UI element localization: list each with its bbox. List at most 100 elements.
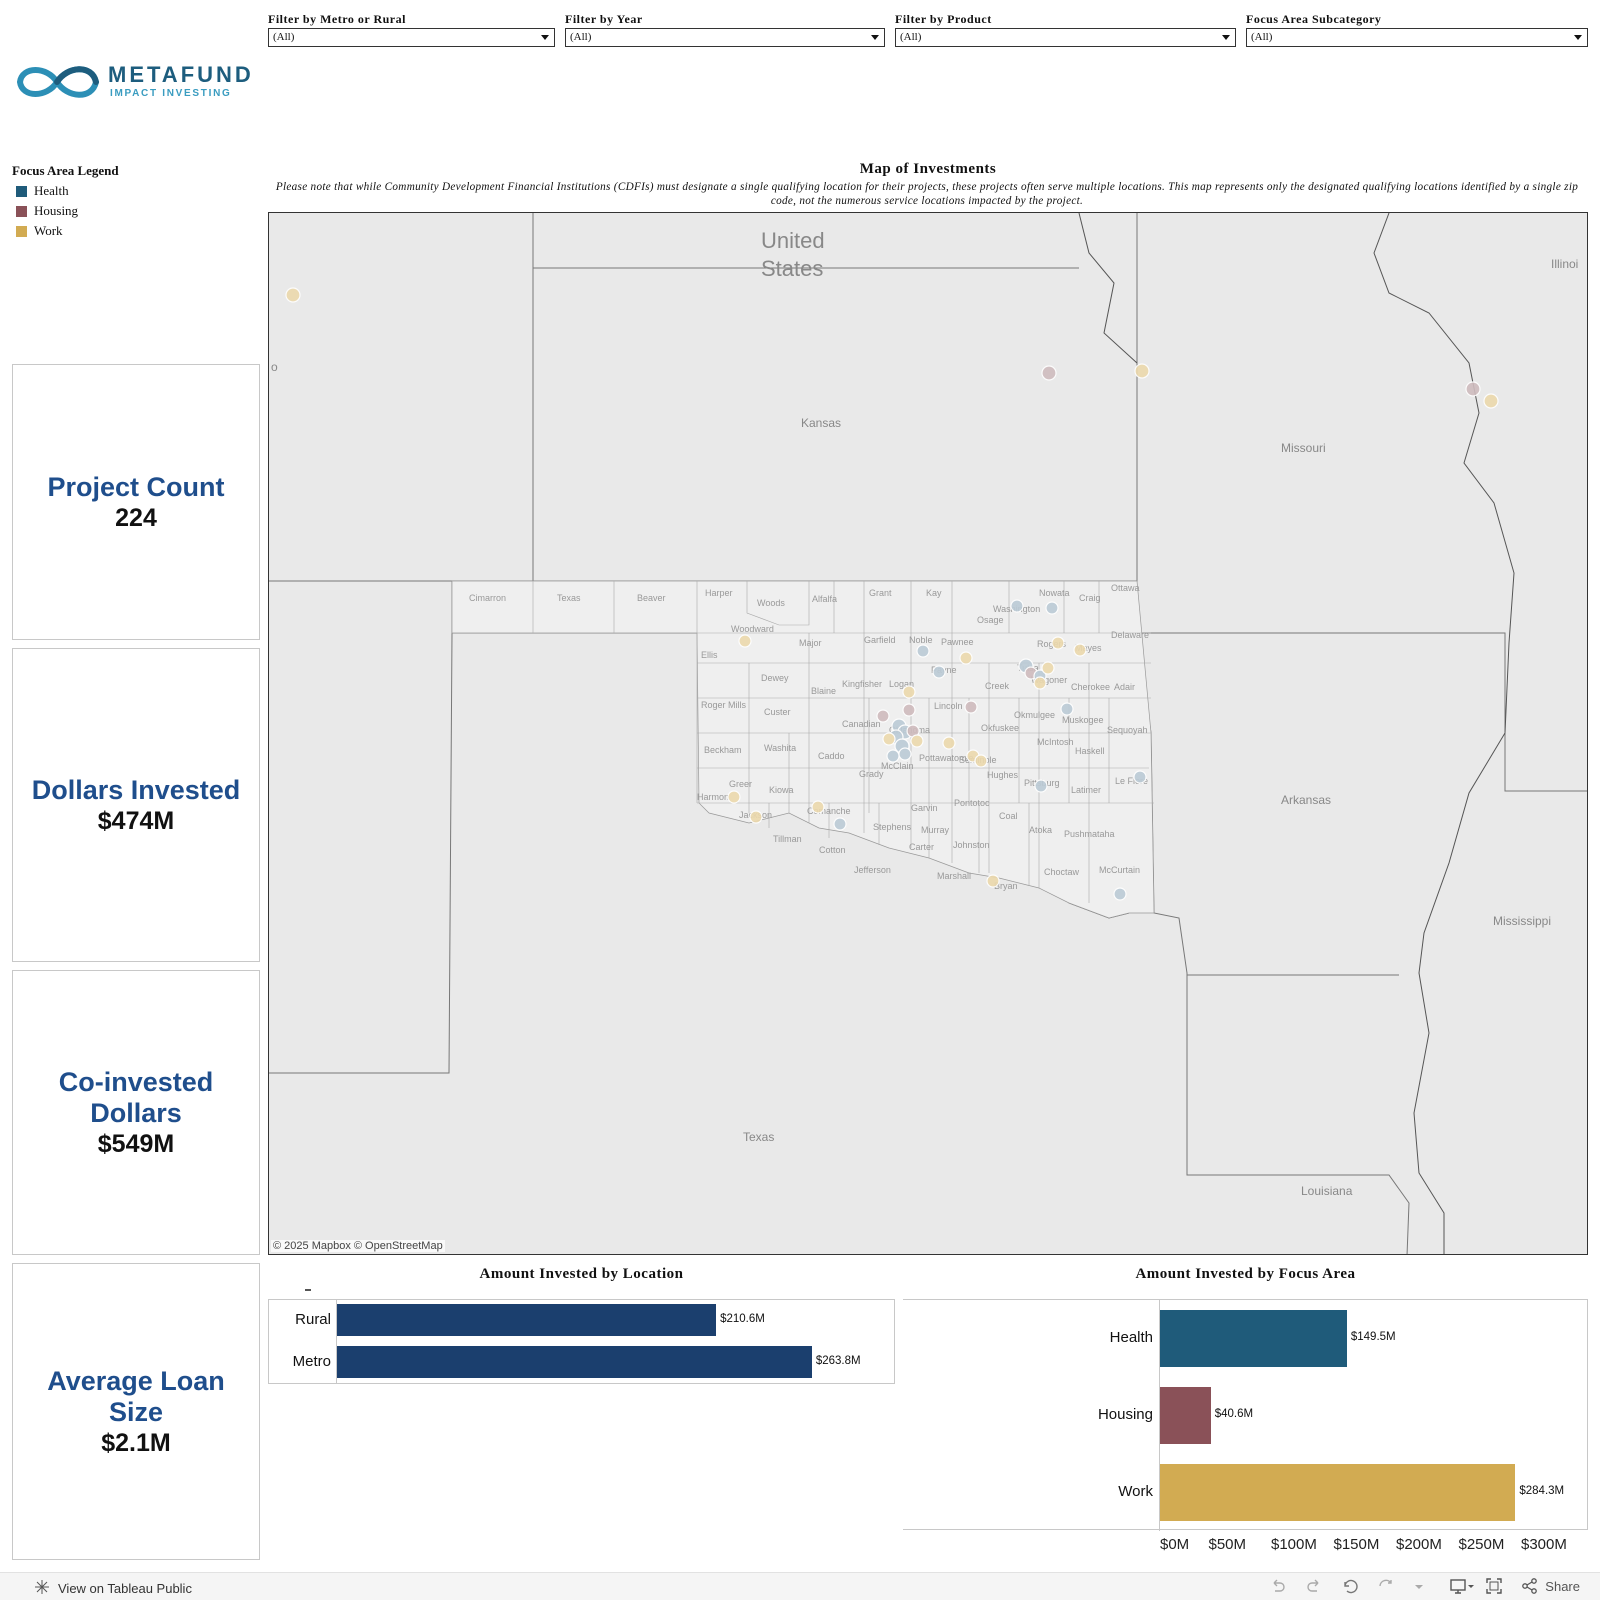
map-point-work[interactable] [727,790,741,804]
map-point-health[interactable] [1045,601,1059,615]
tableau-footer: View on Tableau Public Share [0,1572,1600,1600]
map-point-health[interactable] [833,817,847,831]
map-point-work[interactable] [1051,636,1065,650]
legend-title: Focus Area Legend [12,163,119,178]
pause-dropdown-icon[interactable] [1413,1577,1431,1595]
state-label-mississippi: Mississippi [1493,914,1551,928]
edge-label: o [271,360,278,374]
caret-down-icon [1222,35,1230,40]
county-label: Le Flore [1115,776,1148,786]
location-bar-chart: Rural $210.6M Metro $263.8M [268,1299,895,1384]
map-point-work[interactable] [1041,661,1055,675]
investment-map[interactable]: Cimarron Texas Beaver Harper Woods Alfal… [268,212,1588,1255]
logo-tagline: IMPACT INVESTING [110,88,232,99]
map-point-housing[interactable] [876,709,890,723]
map-point-housing[interactable] [964,700,978,714]
map-point-health[interactable] [898,747,912,761]
map-point-work[interactable] [882,732,896,746]
map-note: Please note that while Community Develop… [275,181,1579,207]
sort-icon[interactable] [305,1289,311,1291]
state-label-illinois: Illinoi [1551,257,1578,271]
map-point-work[interactable] [959,651,973,665]
country-label: States [761,256,823,281]
bar-health[interactable] [1160,1310,1347,1367]
bar-rural[interactable] [337,1304,717,1336]
focus-area-bar-chart: Health $149.5M Housing $40.6M Work $284.3M $0M… [903,1299,1588,1553]
map-point-health[interactable] [1034,779,1048,793]
kpi-title: Project Count [47,471,225,502]
county-label: Bryan [994,881,1018,891]
dropdown-value: (All) [273,31,295,43]
map-attribution[interactable]: © 2025 Mapbox © OpenStreetMap [271,1240,445,1252]
legend-label: Housing [34,203,79,218]
kpi-title: Average Loan Size [47,1365,225,1427]
map-point-health[interactable] [1010,599,1024,613]
map-point-work[interactable] [942,736,956,750]
county-label: Cotton [819,845,846,855]
map-point-work[interactable] [1033,676,1047,690]
map-point-health[interactable] [886,749,900,763]
fullscreen-icon[interactable] [1485,1577,1503,1595]
bar-work[interactable] [1160,1464,1516,1521]
undo-icon[interactable] [1269,1577,1287,1595]
kpi-dollars-invested: Dollars Invested $474M [12,648,260,962]
kpi-value: 224 [115,503,157,532]
x-axis-tick-label: $250M [1458,1536,1505,1553]
revert-icon[interactable] [1341,1577,1359,1595]
map-point-work[interactable] [1483,393,1499,409]
product-dropdown[interactable]: (All) [895,28,1236,47]
county-label: Kiowa [769,785,794,795]
county-label: Custer [764,707,791,717]
share-button[interactable]: Share [1521,1577,1580,1595]
map-point-work[interactable] [1134,363,1150,379]
metro-rural-dropdown[interactable]: (All) [268,28,555,47]
map-point-work[interactable] [811,800,825,814]
map-point-work[interactable] [285,287,301,303]
map-point-work[interactable] [738,634,752,648]
map-point-work[interactable] [910,734,924,748]
county-labels: Cimarron Texas Beaver Harper Woods Alfal… [469,583,1149,891]
bar-housing[interactable] [1160,1387,1211,1444]
county-label: Harmon [697,792,729,802]
county-label: Osage [977,615,1004,625]
map-point-health[interactable] [1133,770,1147,784]
view-on-tableau-link[interactable]: View on Tableau Public [34,1579,192,1597]
filter-label: Filter by Product [895,12,992,26]
refresh-icon[interactable] [1377,1577,1395,1595]
legend-item-health[interactable]: Health [12,181,119,201]
map-point-work[interactable] [1073,643,1087,657]
bar-metro[interactable] [337,1346,812,1378]
map-point-housing[interactable] [902,703,916,717]
legend-item-housing[interactable]: Housing [12,201,119,221]
map-point-work[interactable] [986,874,1000,888]
county-label: Garvin [911,803,938,813]
county-label: McIntosh [1037,737,1074,747]
kpi-coinvested-dollars: Co-invested Dollars $549M [12,970,260,1255]
map-point-work[interactable] [749,810,763,824]
infinity-logo-icon [16,66,100,98]
legend-item-work[interactable]: Work [12,221,119,241]
county-label: Ottawa [1111,583,1140,593]
county-label: Okfuskee [981,723,1019,733]
map-point-health[interactable] [932,665,946,679]
map-point-health[interactable] [1060,702,1074,716]
map-point-housing[interactable] [1041,365,1057,381]
state-label-texas: Texas [743,1130,774,1144]
map-point-work[interactable] [902,685,916,699]
focus-subcategory-dropdown[interactable]: (All) [1246,28,1588,47]
year-dropdown[interactable]: (All) [565,28,885,47]
county-label: Pontotoc [954,798,990,808]
map-point-health[interactable] [1113,887,1127,901]
county-label: Creek [985,681,1010,691]
county-label: Greer [729,779,752,789]
legend-swatch [16,205,27,217]
bar-value-label: $210.6M [720,1313,765,1325]
map-point-housing[interactable] [1465,381,1481,397]
map-point-work[interactable] [974,754,988,768]
caret-down-icon [1574,35,1582,40]
download-icon[interactable] [1449,1577,1475,1595]
county-label: Woodward [731,624,774,634]
kpi-project-count: Project Count 224 [12,364,260,640]
redo-icon[interactable] [1305,1577,1323,1595]
map-point-health[interactable] [916,644,930,658]
